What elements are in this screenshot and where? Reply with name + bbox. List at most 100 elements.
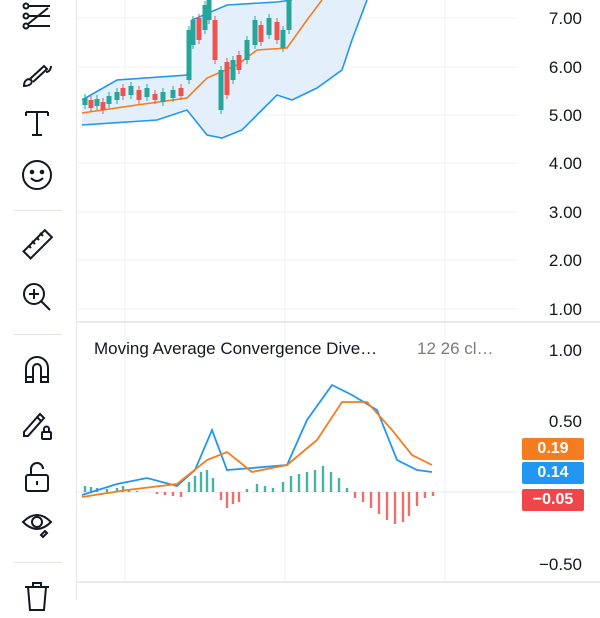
candle [212, 20, 218, 60]
brush-icon[interactable] [14, 52, 60, 98]
candle [100, 102, 106, 110]
trash-icon[interactable] [14, 572, 60, 618]
candle [236, 55, 242, 70]
candle [230, 60, 236, 80]
price-tick: 3.00 [548, 203, 582, 222]
macd-histogram-bar [83, 486, 87, 492]
macd-histogram-value-badge: −0.05 [522, 489, 584, 511]
candle [266, 18, 272, 35]
macd-histogram-bar [263, 486, 267, 492]
macd-histogram-bar [245, 489, 249, 492]
unlock-icon[interactable] [14, 454, 60, 500]
macd-histogram-bar [393, 492, 397, 524]
candle [88, 100, 94, 108]
macd-histogram-bar [193, 476, 197, 492]
macd-histogram-bar [289, 476, 293, 492]
zoom-in-icon[interactable] [14, 274, 60, 320]
macd-signal-value-badge: 0.19 [522, 438, 584, 460]
macd-histogram-bar [211, 478, 215, 492]
toolbar-separator [14, 334, 62, 335]
candle [170, 90, 176, 98]
macd-histogram-bar [401, 492, 405, 522]
candle [280, 30, 286, 48]
candle [152, 94, 158, 100]
macd-histogram-bar [329, 472, 333, 492]
drawing-toolbar [0, 0, 77, 611]
candle [206, 0, 212, 20]
eye-icon[interactable] [14, 500, 60, 546]
macd-histogram-bar [271, 488, 275, 492]
macd-tick: −0.50 [538, 555, 582, 574]
candle [136, 90, 142, 100]
macd-tick: 0.50 [548, 412, 582, 431]
macd-histogram-bar [155, 492, 159, 494]
macd-histogram-bar [407, 492, 411, 516]
magnet-icon[interactable] [14, 346, 60, 392]
macd-histogram-bar [219, 492, 223, 500]
candle [244, 40, 250, 60]
price-tick: 5.00 [548, 106, 582, 125]
price-tick: 4.00 [548, 154, 582, 173]
text-icon[interactable] [14, 100, 60, 146]
candle [202, 5, 208, 30]
candle [114, 92, 120, 100]
ruler-icon[interactable] [14, 222, 60, 268]
macd-tick: 1.00 [548, 341, 582, 360]
macd-histogram-bar [337, 478, 341, 492]
candle [94, 99, 100, 106]
price-tick: 6.00 [548, 58, 582, 77]
macd-histogram-bar [171, 492, 175, 496]
chart-area[interactable]: 7.00 6.00 5.00 4.00 3.00 2.00 1.00 Movin… [77, 0, 600, 600]
candle [120, 88, 126, 96]
macd-histogram-bar [345, 488, 349, 492]
macd-histogram-bar [415, 492, 419, 506]
candle [224, 62, 230, 95]
macd-histogram-bar [179, 492, 183, 497]
macd-histogram-bar [385, 492, 389, 520]
macd-histogram-bar [105, 489, 109, 492]
candle [144, 88, 150, 97]
chart-canvas[interactable] [77, 0, 600, 600]
macd-line-value-badge: 0.14 [522, 462, 584, 484]
macd-histogram-bar [205, 470, 209, 492]
price-tick: 2.00 [548, 251, 582, 270]
candle [258, 25, 264, 42]
price-tick: 1.00 [548, 300, 582, 319]
macd-signal-line [81, 401, 433, 498]
toolbar-separator [14, 210, 62, 211]
emoji-icon[interactable] [14, 152, 60, 198]
candle [190, 20, 196, 45]
macd-histogram-bar [237, 492, 241, 502]
macd-histogram-bar [431, 492, 435, 496]
macd-histogram-bar [369, 492, 373, 508]
candle [128, 86, 134, 95]
macd-histogram-bar [321, 466, 325, 492]
macd-histogram-bar [281, 482, 285, 492]
macd-histogram-bar [423, 492, 427, 498]
macd-histogram-bar [199, 472, 203, 492]
price-tick: 7.00 [548, 9, 582, 28]
macd-histogram-bar [135, 491, 139, 492]
fib-icon[interactable] [14, 0, 60, 40]
candle [286, 0, 292, 30]
candle [196, 18, 202, 40]
macd-histogram-bar [187, 482, 191, 492]
macd-histogram-bar [231, 492, 235, 504]
macd-histogram-bar [121, 486, 125, 492]
candle [106, 96, 112, 104]
macd-histogram-bar [115, 488, 119, 492]
macd-histogram-bar [255, 484, 259, 492]
candle [218, 70, 224, 110]
pencil-lock-icon[interactable] [14, 402, 60, 448]
candle [82, 98, 88, 105]
bollinger-lower-band [81, 0, 368, 139]
macd-histogram-bar [361, 492, 365, 502]
macd-histogram-bar [305, 472, 309, 492]
macd-histogram-bar [89, 487, 93, 492]
macd-histogram-bar [377, 492, 381, 514]
macd-indicator-title[interactable]: Moving Average Convergence Dive… [94, 339, 378, 358]
macd-indicator-params[interactable]: 12 26 cl… [417, 339, 494, 358]
macd-line [81, 383, 433, 496]
candle [178, 88, 184, 96]
macd-histogram-bar [163, 492, 167, 495]
